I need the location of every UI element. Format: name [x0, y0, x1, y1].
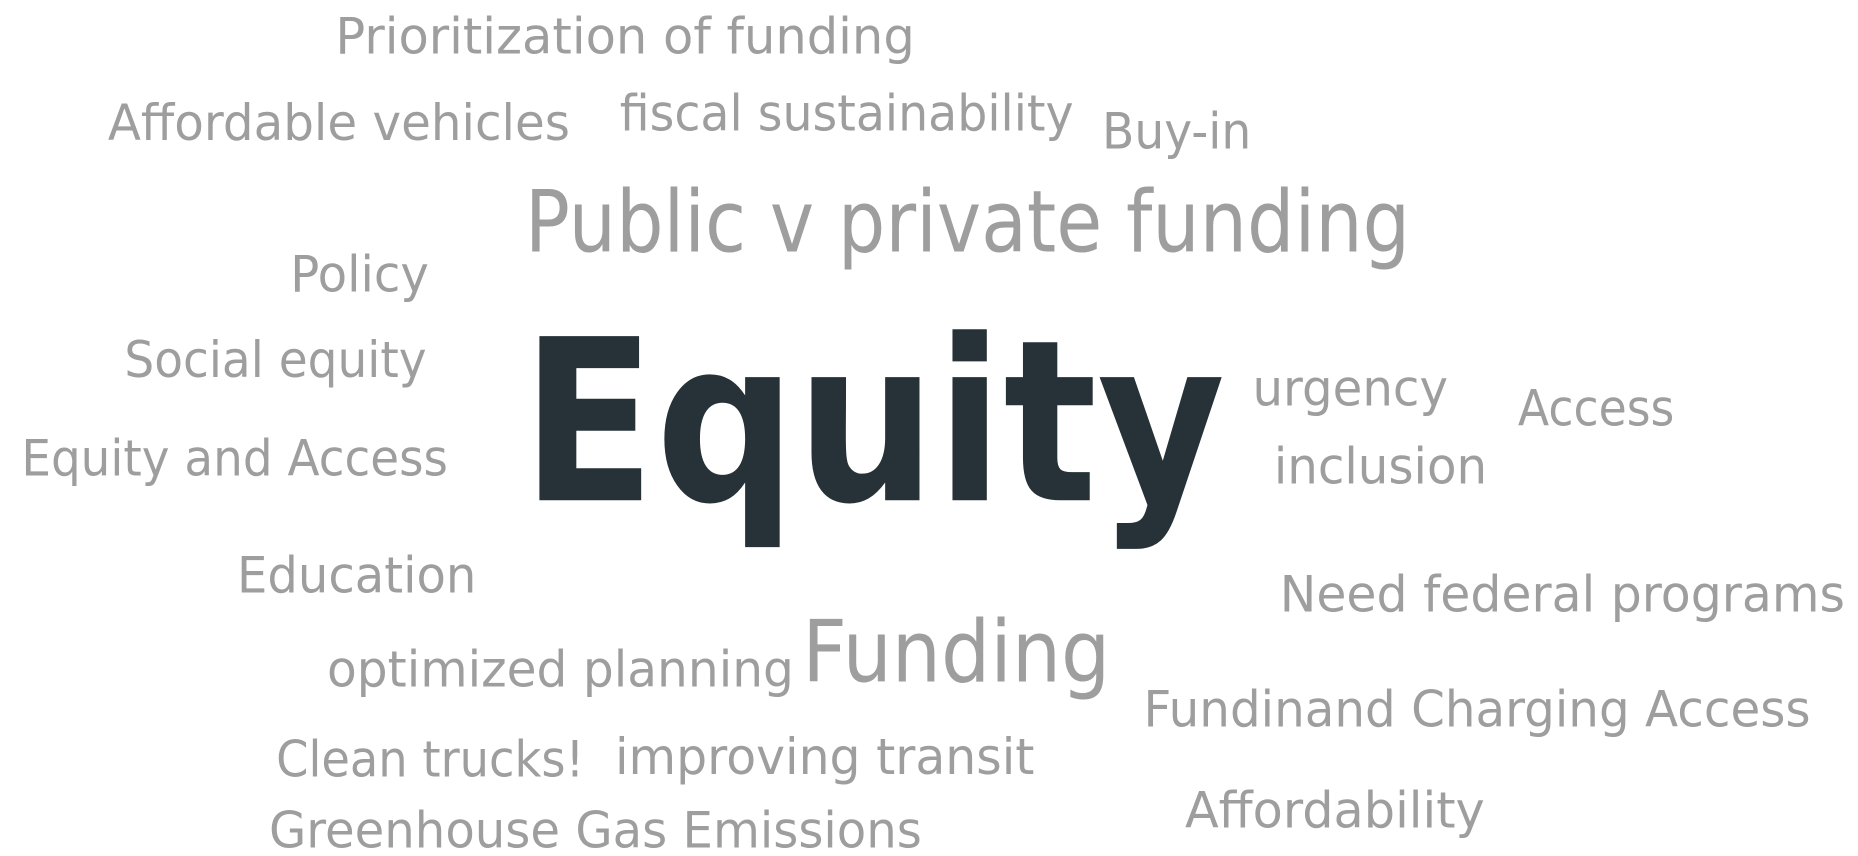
word: optimized planning	[327, 640, 794, 698]
word: Equity and Access	[21, 429, 448, 487]
word: fiscal sustainability	[620, 85, 1074, 143]
word: Social equity	[124, 331, 426, 389]
word: improving transit	[615, 728, 1034, 786]
word: Buy-in	[1102, 102, 1251, 160]
word: Access	[1518, 380, 1674, 438]
word: Clean trucks!	[276, 730, 584, 788]
word: Affordable vehicles	[108, 94, 570, 152]
word: inclusion	[1274, 438, 1487, 496]
word: Greenhouse Gas Emissions	[269, 801, 922, 856]
word: Funding	[802, 604, 1110, 703]
word: urgency	[1252, 359, 1448, 417]
main-word: Equity	[521, 292, 1225, 554]
word: Public v private funding	[525, 173, 1410, 272]
word: Prioritization of funding	[335, 8, 914, 66]
word: Education	[237, 547, 476, 605]
word: Fundinand Charging Access	[1143, 681, 1810, 739]
word: Policy	[290, 246, 429, 304]
word: Affordability	[1185, 781, 1485, 839]
word: Need federal programs	[1280, 566, 1845, 624]
